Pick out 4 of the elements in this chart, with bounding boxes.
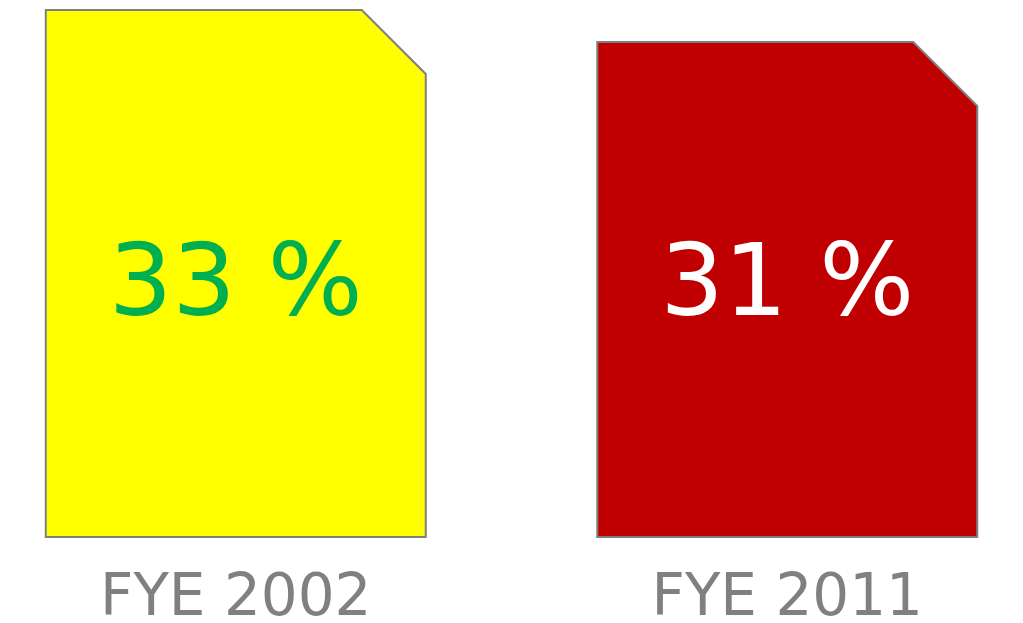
category-label: FYE 2011	[651, 561, 923, 623]
category-label: FYE 2002	[100, 561, 372, 623]
data-label: 31 %	[660, 222, 915, 339]
data-label: 33 %	[108, 222, 363, 339]
